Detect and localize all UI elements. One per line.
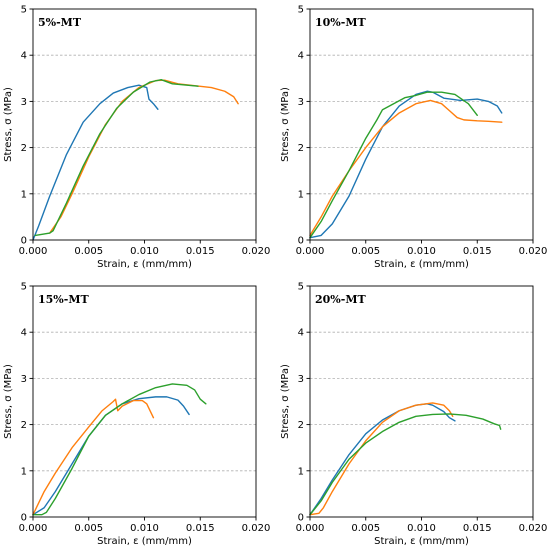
x-tick-label: 0.010 bbox=[130, 246, 159, 257]
series-line-3 bbox=[309, 413, 502, 516]
y-axis-label: Stress, σ (MPa) bbox=[3, 87, 14, 162]
y-tick-label: 0 bbox=[298, 236, 304, 247]
y-tick-label: 0 bbox=[21, 513, 27, 524]
series-line-3 bbox=[309, 91, 478, 239]
y-tick-label: 5 bbox=[298, 282, 304, 293]
y-tick-label: 3 bbox=[21, 374, 27, 385]
y-tick-label: 4 bbox=[298, 328, 304, 339]
x-tick-label: 0.020 bbox=[242, 523, 271, 534]
series-line-1 bbox=[32, 84, 159, 241]
series-line-2 bbox=[309, 99, 503, 237]
panel-title: 10%-MT bbox=[315, 16, 367, 29]
x-axis-label: Strain, ε (mm/mm) bbox=[97, 259, 192, 270]
y-tick-label: 1 bbox=[21, 466, 27, 477]
y-tick-label: 5 bbox=[298, 5, 304, 16]
series-line-3 bbox=[32, 383, 207, 516]
chart-panel-3: 0.000 0.005 0.010 0.015 0.020 0 1 2 3 4 5 15%-MT Str… bbox=[3, 282, 270, 548]
x-tick-label: 0.005 bbox=[74, 246, 103, 257]
series-line-2 bbox=[49, 79, 239, 234]
y-tick-label: 3 bbox=[21, 97, 27, 108]
x-tick-label: 0.015 bbox=[186, 523, 215, 534]
y-tick-label: 2 bbox=[298, 143, 304, 154]
series-line-2 bbox=[32, 398, 155, 516]
y-tick-label: 0 bbox=[21, 236, 27, 247]
y-axis-label: Stress, σ (MPa) bbox=[3, 364, 14, 439]
x-tick-label: 0.020 bbox=[519, 246, 548, 257]
chart-panel-1: 0.000 0.005 0.010 0.015 0.020 0 1 2 3 4 5 5%-MT Stra… bbox=[3, 5, 270, 271]
y-tick-label: 2 bbox=[21, 143, 27, 154]
x-tick-label: 0.000 bbox=[19, 246, 48, 257]
y-axis-label: Stress, σ (MPa) bbox=[280, 364, 291, 439]
y-tick-label: 5 bbox=[21, 5, 27, 16]
series-line-3 bbox=[34, 78, 199, 237]
x-tick-label: 0.010 bbox=[407, 523, 436, 534]
series-line-2 bbox=[309, 402, 454, 516]
x-axis-label: Strain, ε (mm/mm) bbox=[374, 536, 469, 547]
y-tick-label: 2 bbox=[21, 420, 27, 431]
y-tick-label: 1 bbox=[298, 189, 304, 200]
y-tick-label: 2 bbox=[298, 420, 304, 431]
x-tick-label: 0.010 bbox=[407, 246, 436, 257]
x-tick-label: 0.015 bbox=[463, 523, 492, 534]
y-tick-label: 1 bbox=[21, 189, 27, 200]
y-tick-label: 0 bbox=[298, 513, 304, 524]
x-tick-label: 0.005 bbox=[351, 523, 380, 534]
series-line-1 bbox=[309, 403, 456, 516]
y-tick-label: 4 bbox=[21, 328, 27, 339]
x-tick-label: 0.000 bbox=[296, 523, 325, 534]
y-tick-label: 3 bbox=[298, 97, 304, 108]
chart-panel-2: 0.000 0.005 0.010 0.015 0.020 0 1 2 3 4 5 10%-MT Str… bbox=[280, 5, 547, 271]
panel-title: 5%-MT bbox=[38, 16, 82, 29]
y-tick-label: 5 bbox=[21, 282, 27, 293]
x-tick-label: 0.015 bbox=[463, 246, 492, 257]
x-tick-label: 0.005 bbox=[351, 246, 380, 257]
axes-frame bbox=[309, 285, 534, 518]
x-tick-label: 0.000 bbox=[19, 523, 48, 534]
panel-title: 20%-MT bbox=[315, 293, 367, 306]
x-axis-label: Strain, ε (mm/mm) bbox=[374, 259, 469, 270]
x-axis-label: Strain, ε (mm/mm) bbox=[97, 536, 192, 547]
y-tick-label: 4 bbox=[21, 51, 27, 62]
chart-panel-4: 0.000 0.005 0.010 0.015 0.020 0 1 2 3 4 5 20%-MT Str… bbox=[280, 282, 547, 548]
x-tick-label: 0.020 bbox=[242, 246, 271, 257]
x-tick-label: 0.000 bbox=[296, 246, 325, 257]
x-tick-label: 0.015 bbox=[186, 246, 215, 257]
y-tick-label: 3 bbox=[298, 374, 304, 385]
series-line-1 bbox=[309, 90, 503, 239]
y-tick-label: 4 bbox=[298, 51, 304, 62]
x-tick-label: 0.005 bbox=[74, 523, 103, 534]
x-tick-label: 0.020 bbox=[519, 523, 548, 534]
panel-title: 15%-MT bbox=[38, 293, 90, 306]
y-axis-label: Stress, σ (MPa) bbox=[280, 87, 291, 162]
x-tick-label: 0.010 bbox=[130, 523, 159, 534]
y-tick-label: 1 bbox=[298, 466, 304, 477]
